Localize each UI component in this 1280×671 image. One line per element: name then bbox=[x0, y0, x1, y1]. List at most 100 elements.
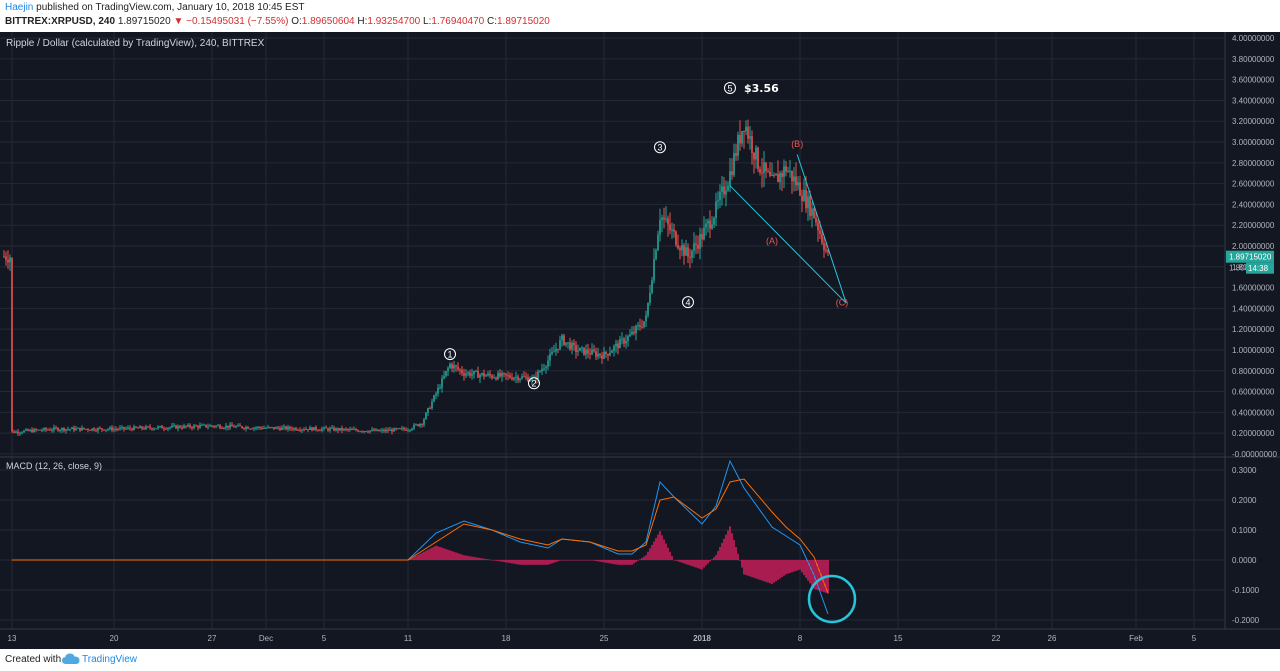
candle-body bbox=[767, 171, 769, 173]
histogram-bar bbox=[445, 549, 447, 560]
histogram-bar bbox=[531, 560, 533, 565]
candle-body bbox=[529, 380, 531, 382]
candle-body bbox=[777, 173, 779, 183]
candle-body bbox=[227, 425, 229, 428]
candle-body bbox=[141, 426, 143, 429]
candle-body bbox=[69, 429, 71, 431]
candle-body bbox=[615, 343, 617, 347]
candle-body bbox=[783, 166, 785, 177]
candle-body bbox=[553, 351, 555, 353]
price-tick-label: 3.40000000 bbox=[1232, 96, 1275, 105]
histogram-bar bbox=[493, 560, 495, 561]
candle-body bbox=[809, 196, 811, 216]
tradingview-brand[interactable]: TradingView bbox=[82, 654, 138, 665]
histogram-bar bbox=[767, 560, 769, 583]
histogram-bar bbox=[693, 560, 695, 567]
candle-body bbox=[149, 426, 151, 429]
candle-body bbox=[555, 348, 557, 352]
price-tick-label: 4.00000000 bbox=[1232, 34, 1275, 43]
wave-circle bbox=[724, 81, 736, 94]
histogram-bar bbox=[801, 560, 803, 573]
candle-body bbox=[183, 425, 185, 429]
histogram-bar bbox=[595, 560, 597, 562]
candle-body bbox=[559, 340, 561, 350]
chart-title: Ripple / Dollar (calculated by TradingVi… bbox=[6, 38, 265, 49]
chart-svg[interactable]: 1 2 3 4 5 $3.56 (A) (B) (C) Ripple / Dollar (calc… bbox=[0, 32, 1280, 649]
open-value: 1.89650604 bbox=[301, 16, 355, 27]
histogram-bar bbox=[691, 560, 693, 567]
candle-body bbox=[769, 171, 771, 176]
histogram-bar bbox=[507, 560, 509, 563]
candle-body bbox=[649, 292, 651, 303]
histogram-bar bbox=[677, 560, 679, 562]
histogram-bar bbox=[533, 560, 535, 565]
histogram-bar bbox=[639, 559, 641, 560]
candle-body bbox=[481, 373, 483, 375]
candle-body bbox=[699, 234, 701, 249]
candle-body bbox=[435, 393, 437, 396]
histogram-bar bbox=[707, 560, 709, 564]
candle-body bbox=[51, 430, 53, 432]
candle-body bbox=[575, 345, 577, 353]
candle-body bbox=[409, 429, 411, 431]
candle-body bbox=[21, 432, 23, 434]
candle-body bbox=[503, 373, 505, 375]
candle-body bbox=[539, 371, 541, 373]
histogram-bar bbox=[819, 560, 821, 591]
candle-body bbox=[35, 429, 37, 431]
histogram-bar bbox=[793, 560, 795, 572]
candle-body bbox=[731, 171, 733, 176]
histogram-bar bbox=[771, 560, 773, 584]
candle-body bbox=[619, 339, 621, 349]
candle-body bbox=[793, 176, 795, 182]
candle-body bbox=[511, 377, 513, 380]
wave-label: 5 bbox=[727, 83, 732, 93]
candle-body bbox=[515, 376, 517, 378]
candle-body bbox=[477, 370, 479, 378]
candle-body bbox=[671, 229, 673, 231]
histogram-bar bbox=[629, 560, 631, 565]
histogram-bar bbox=[489, 559, 491, 561]
candle-body bbox=[75, 428, 77, 431]
candle-body bbox=[473, 370, 475, 374]
candle-body bbox=[71, 427, 73, 430]
candle-body bbox=[533, 376, 535, 378]
histogram-bar bbox=[591, 560, 593, 561]
histogram-bar bbox=[727, 530, 729, 560]
candle-body bbox=[33, 429, 35, 433]
histogram-bar bbox=[515, 560, 517, 565]
histogram-bar bbox=[663, 539, 665, 560]
candle-body bbox=[275, 427, 277, 429]
candle-body bbox=[381, 429, 383, 431]
candle-body bbox=[441, 378, 443, 388]
candle-body bbox=[43, 428, 45, 431]
candle-body bbox=[373, 429, 375, 431]
candle-body bbox=[407, 430, 409, 432]
candle-body bbox=[673, 229, 675, 232]
price-tick-label: 0.40000000 bbox=[1232, 408, 1275, 417]
histogram-bar bbox=[617, 560, 619, 565]
candle-body bbox=[711, 224, 713, 229]
histogram-bar bbox=[453, 551, 455, 560]
candle-body bbox=[721, 186, 723, 192]
candle-body bbox=[217, 425, 219, 427]
histogram-bar bbox=[601, 560, 603, 563]
candle-body bbox=[723, 186, 725, 195]
histogram-bar bbox=[437, 546, 439, 560]
candle-body bbox=[591, 349, 593, 355]
candle-body bbox=[369, 430, 371, 433]
candle-body bbox=[19, 432, 21, 434]
candle-body bbox=[295, 428, 297, 430]
histogram-bar bbox=[567, 560, 569, 561]
price-tick-label: 1.00000000 bbox=[1232, 346, 1275, 355]
histogram-bar bbox=[465, 555, 467, 560]
author-link[interactable]: Haejin bbox=[5, 2, 34, 13]
candle-body bbox=[243, 427, 245, 429]
candle-body bbox=[197, 425, 199, 428]
candle-body bbox=[7, 259, 9, 263]
candle-body bbox=[103, 429, 105, 431]
chart-area[interactable]: 1 2 3 4 5 $3.56 (A) (B) (C) Ripple / Dollar (calc… bbox=[0, 32, 1280, 649]
histogram-bar bbox=[431, 547, 433, 560]
histogram-bar bbox=[741, 560, 743, 568]
trendline-lower bbox=[729, 185, 847, 304]
